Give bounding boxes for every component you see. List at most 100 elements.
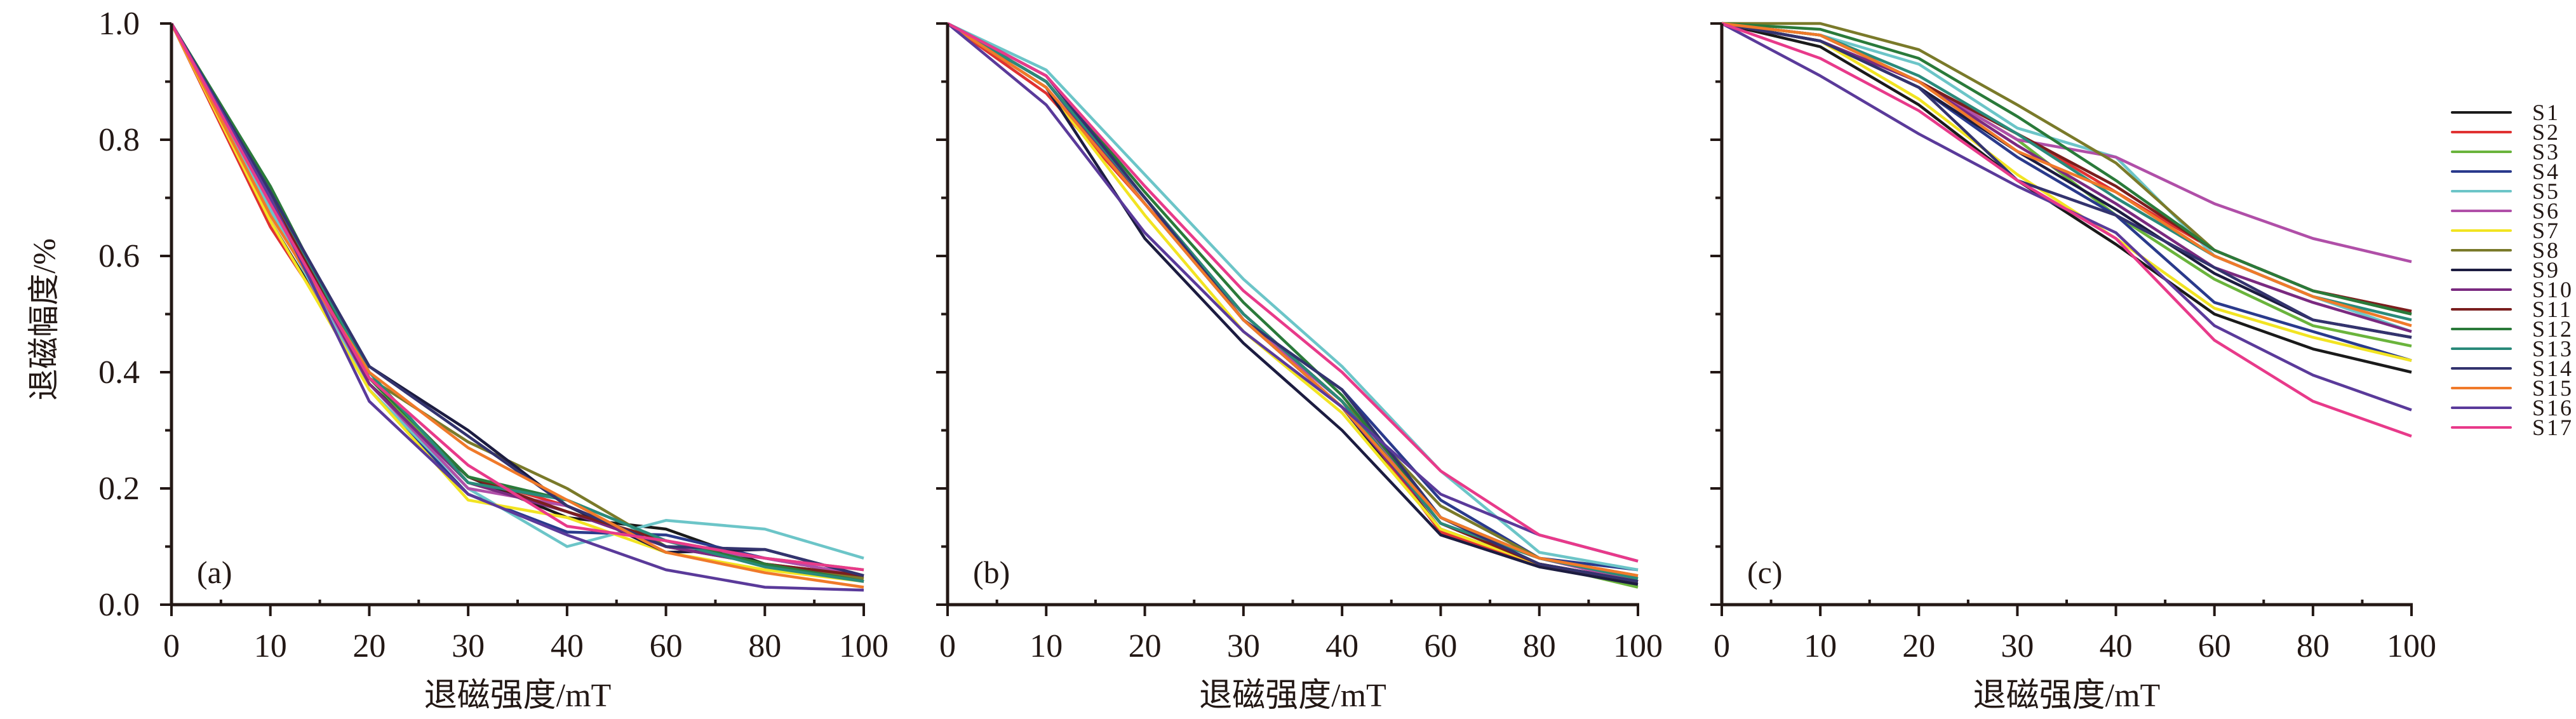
legend-item-S14: S14 [2451,356,2573,381]
panel-c: 0 10 20 30 40 60 80 100 退磁强度/mT (c) [1710,22,2436,714]
x-tick-label: 100 [2387,628,2436,664]
legend-label: S2 [2532,119,2560,145]
legend-item-S3: S3 [2451,139,2560,165]
x-tick-label: 40 [2100,628,2133,664]
series-line-S11 [170,22,864,577]
legend-label: S11 [2532,297,2573,322]
series-line-S14 [1721,22,2412,339]
series-line-S12 [1721,22,2412,316]
legend-label: S16 [2532,395,2573,420]
series-line-S8 [1722,22,2412,316]
y-tick-label: 0.6 [98,238,140,274]
series-line-S14 [170,22,864,577]
legend-item-S15: S15 [2451,375,2573,401]
x-tick-label: 30 [1227,628,1260,664]
x-tick-label: 20 [1129,628,1162,664]
legend-label: S3 [2532,139,2560,165]
x-tick-label: 100 [1613,628,1663,664]
series-line-S4 [1721,22,2412,362]
x-tick-label: 40 [1325,628,1358,664]
series-line-S7 [1721,22,2412,362]
series-line-S6 [946,22,1639,583]
x-tick-label: 0 [163,628,180,664]
legend-label: S15 [2532,375,2573,401]
series-line-S2 [946,22,1639,583]
series-line-S10 [946,22,1639,583]
series-line-S10 [170,22,864,583]
legend-item-S7: S7 [2451,218,2558,243]
legend-item-S13: S13 [2451,336,2573,361]
series-line-S12 [170,22,864,583]
x-tick-label: 80 [1523,628,1556,664]
series-line-S9 [946,22,1639,586]
series-line-S3 [946,22,1639,589]
legend-label: S13 [2532,336,2573,361]
series-line-S4 [946,22,1639,572]
panel-a: 0.0 0.2 0.4 0.6 0.8 1.0 0 10 20 30 40 60 80 100 退磁强度/m… [98,6,889,714]
x-tick-label: 60 [1424,628,1457,664]
legend-label: S14 [2532,356,2573,381]
series-line-S15 [170,22,864,589]
series-line-S17 [170,22,864,572]
x-tick-label: 20 [352,628,386,664]
series-line-S14 [946,22,1639,583]
x-tick-label: 20 [1902,628,1935,664]
series-line-S12 [946,22,1639,581]
panel-label: (b) [973,554,1010,590]
series-line-S5 [170,22,864,560]
legend-item-S17: S17 [2451,415,2573,440]
legend-label: S9 [2532,257,2560,283]
legend-label: S8 [2532,238,2560,263]
series-line-S16 [170,22,864,592]
legend-item-S10: S10 [2451,277,2573,302]
x-axis-label: 退磁强度/mT [1199,678,1386,714]
x-tick-label: 10 [1030,628,1063,664]
legend-item-S9: S9 [2451,257,2560,283]
x-axis-label: 退磁强度/mT [424,678,612,714]
legend-item-S6: S6 [2451,198,2558,224]
legend-item-S1: S1 [2451,100,2560,125]
legend-label: S1 [2532,100,2560,125]
legend-label: S12 [2532,316,2573,342]
x-tick-label: 10 [1804,628,1837,664]
x-axis-label: 退磁强度/mT [1973,678,2161,714]
series-line-S17 [946,22,1639,563]
y-tick-label: 1.0 [98,6,140,42]
x-tick-label: 60 [650,628,683,664]
series-line-S17 [1721,22,2412,438]
series-line-S16 [946,22,1639,563]
legend-item-S11: S11 [2451,297,2573,322]
x-tick-label: 100 [839,628,889,664]
x-tick-label: 30 [452,628,485,664]
x-tick-label: 0 [939,628,956,664]
x-tick-label: 10 [254,628,287,664]
legend-label: S17 [2532,415,2573,440]
x-tick-label: 60 [2198,628,2231,664]
x-tick-label: 80 [748,628,781,664]
series-line-S13 [946,22,1639,581]
legend-label: S5 [2532,178,2560,204]
legend: S1S2S3S4S5S6S7S8S9S10S11S12S13S14S15S16S… [2451,100,2573,440]
legend-item-S16: S16 [2451,395,2573,420]
y-tick-label: 0.4 [98,354,140,391]
x-tick-label: 40 [551,628,584,664]
panel-b: 0 10 20 30 40 60 80 100 退磁强度/mT (b) [936,22,1663,714]
y-axis-label: 退磁幅度/% [26,238,62,401]
x-tick-label: 0 [1714,628,1730,664]
y-tick-label: 0.0 [98,587,140,623]
series-line-S1 [946,22,1639,583]
y-tick-label: 0.2 [98,471,140,507]
legend-label: S10 [2532,277,2573,302]
series-line-S11 [946,22,1639,583]
x-tick-label: 30 [2001,628,2034,664]
series-line-S16 [1721,22,2412,412]
legend-item-S4: S4 [2451,159,2560,184]
series-line-S1 [1721,22,2412,374]
legend-item-S2: S2 [2451,119,2560,145]
series-line-S7 [946,22,1639,583]
y-tick-label: 0.8 [98,122,140,158]
legend-item-S5: S5 [2451,178,2560,204]
series-line-S5 [947,22,1639,572]
legend-label: S4 [2532,159,2560,184]
